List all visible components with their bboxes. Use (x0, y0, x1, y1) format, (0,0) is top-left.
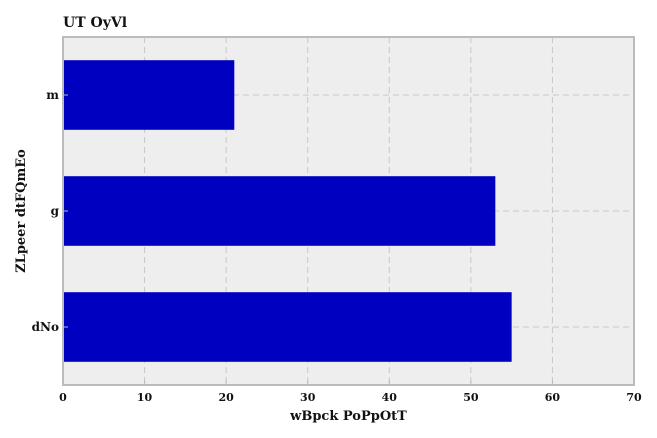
bar-dNo (63, 292, 512, 362)
x-tick-label: 60 (545, 391, 561, 404)
x-tick-label: 30 (300, 391, 316, 404)
chart-title: UT OyVl (63, 15, 127, 31)
y-tick-label: dNo (32, 320, 59, 334)
y-tick-label: g (51, 204, 60, 218)
x-tick-label: 40 (382, 391, 398, 404)
x-tick-label: 20 (218, 391, 234, 404)
x-tick-label: 70 (626, 391, 642, 404)
bar-m (63, 60, 234, 130)
x-tick-label: 10 (137, 391, 153, 404)
y-axis-label: ZLpeer dtFQmEo (14, 149, 29, 273)
bar-g (63, 176, 495, 246)
x-axis-label: wBpck PoPpOtT (289, 409, 407, 424)
y-tick-label: m (46, 88, 59, 102)
x-tick-label: 50 (463, 391, 479, 404)
x-tick-label: 0 (59, 391, 67, 404)
